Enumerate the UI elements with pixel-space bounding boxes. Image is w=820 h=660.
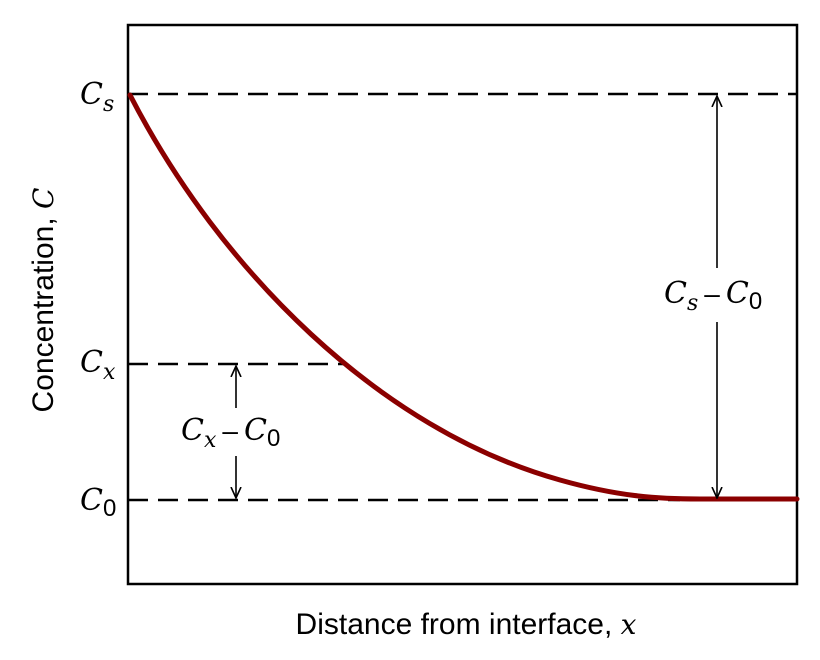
cs-level-label: Cs (80, 77, 114, 117)
y-axis-title: Concentration, C (27, 188, 60, 413)
cx-minus-c0-label: Cx – C0 (181, 413, 280, 453)
x-axis-title: Distance from interface, x (296, 608, 637, 641)
concentration-curve (127, 92, 800, 502)
cs-minus-c0-label: Cs – C0 (664, 276, 762, 316)
c0-level-label: C0 (80, 483, 116, 522)
plot-frame (126, 23, 799, 586)
cx-level-label: Cx (80, 345, 116, 385)
